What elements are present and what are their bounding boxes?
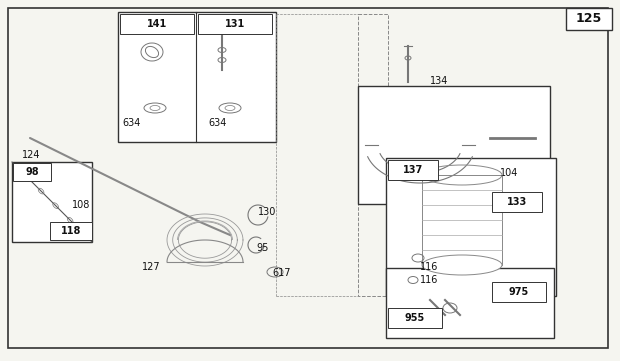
- Bar: [12, 162, 92, 242]
- Bar: [13, 163, 51, 181]
- Text: 634: 634: [122, 118, 140, 128]
- Text: 104: 104: [500, 168, 518, 178]
- Text: eReplacementParts.com: eReplacementParts.com: [234, 184, 386, 197]
- Text: 98: 98: [25, 167, 39, 177]
- Bar: [566, 8, 612, 30]
- Text: 95: 95: [256, 243, 268, 253]
- Bar: [388, 308, 442, 328]
- Bar: [358, 86, 550, 204]
- Text: 116: 116: [420, 275, 438, 285]
- Bar: [198, 14, 272, 34]
- Text: 125: 125: [576, 13, 602, 26]
- Text: 134: 134: [430, 76, 448, 86]
- Bar: [388, 160, 438, 180]
- Text: 131: 131: [225, 19, 245, 29]
- Text: 130: 130: [258, 207, 277, 217]
- Bar: [120, 14, 194, 34]
- Bar: [386, 158, 556, 296]
- Text: 116: 116: [420, 262, 438, 272]
- Ellipse shape: [422, 255, 502, 275]
- Text: 124: 124: [22, 150, 40, 160]
- Bar: [386, 268, 554, 338]
- Text: 975: 975: [509, 287, 529, 297]
- Bar: [50, 222, 92, 240]
- Text: 955: 955: [405, 313, 425, 323]
- Text: 133: 133: [507, 197, 527, 207]
- Text: 617: 617: [272, 268, 291, 278]
- Bar: [422, 175, 502, 265]
- Bar: [358, 14, 388, 296]
- Text: 118: 118: [61, 226, 81, 236]
- Text: 634: 634: [208, 118, 226, 128]
- Text: 127: 127: [142, 262, 161, 272]
- Bar: [492, 282, 546, 302]
- Text: 108: 108: [72, 200, 91, 210]
- Text: 137: 137: [403, 165, 423, 175]
- Text: 141: 141: [147, 19, 167, 29]
- Bar: [118, 12, 276, 142]
- Bar: [492, 192, 542, 212]
